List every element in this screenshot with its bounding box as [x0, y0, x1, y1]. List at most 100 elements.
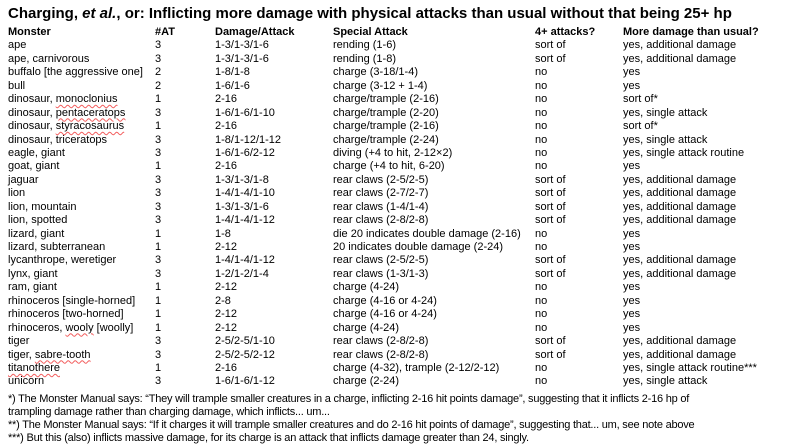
monster-name-cell: jaguar	[8, 174, 155, 187]
four-plus-attacks-cell: sort of	[535, 348, 566, 361]
more-damage-cell: yes, single attack routine	[623, 146, 745, 159]
footnote-line: trampling damage rather than charging da…	[8, 405, 330, 418]
four-plus-attacks-cell: no	[535, 227, 548, 240]
damage-per-attack-cell: 1-4/1-4/1-12	[215, 214, 275, 227]
num-attacks-cell: 3	[155, 375, 162, 388]
more-damage-cell: yes, additional damage	[623, 200, 737, 213]
four-plus-attacks-cell: no	[535, 281, 548, 294]
monster-name-misspelled-text: wooly	[65, 321, 94, 334]
monster-name-cell: rhinoceros [two-horned]	[8, 308, 155, 321]
column-header-four-plus-attacks: 4+ attacks?	[535, 26, 596, 38]
more-damage-cell: yes, additional damage	[623, 348, 737, 361]
monster-name-text: dinosaur,	[8, 106, 56, 119]
table-row: lynx, giant 3 1-2/1-2/1-4 rear claws (1-…	[8, 268, 789, 281]
table-row: bull 2 1-6/1-6 charge (3-12 + 1-4) no ye…	[8, 80, 789, 93]
four-plus-attacks-cell: no	[535, 160, 548, 173]
num-attacks-cell: 1	[155, 227, 162, 240]
damage-per-attack-cell: 2-16	[215, 93, 238, 106]
num-attacks-cell: 3	[155, 133, 162, 146]
table-row: goat, giant 1 2-16 charge (+4 to hit, 6-…	[8, 160, 789, 173]
monster-name-cell: lion, spotted	[8, 214, 155, 227]
monster-name-cell: buffalo [the aggressive one]	[8, 66, 155, 79]
special-attack-cell: charge (3-18/1-4)	[333, 66, 418, 79]
num-attacks-cell: 3	[155, 348, 162, 361]
four-plus-attacks-cell: no	[535, 106, 548, 119]
table-row: dinosaur, monoclonius 1 2-16 charge/tram…	[8, 93, 789, 106]
monster-name-cell: tiger, sabre-tooth	[8, 349, 155, 362]
damage-per-attack-cell: 1-3/1-3/1-6	[215, 39, 269, 52]
damage-per-attack-cell: 1-3/1-3/1-8	[215, 173, 269, 186]
four-plus-attacks-cell: sort of	[535, 200, 566, 213]
monster-name-cell: dinosaur, styracosaurus	[8, 120, 155, 133]
column-header-damage-attack: Damage/Attack	[215, 26, 295, 38]
special-attack-cell: charge/trample (2-24)	[333, 133, 439, 146]
monster-name-cell: unicorn	[8, 375, 155, 388]
damage-per-attack-cell: 1-4/1-4/1-10	[215, 187, 275, 200]
damage-per-attack-cell: 1-6/1-6	[215, 79, 250, 92]
more-damage-cell: yes	[623, 160, 641, 173]
table-row: lizard, subterranean 1 2-12 20 indicates…	[8, 241, 789, 254]
num-attacks-cell: 3	[155, 52, 162, 65]
num-attacks-cell: 1	[155, 93, 162, 106]
special-attack-cell: 20 indicates double damage (2-24)	[333, 241, 504, 253]
more-damage-cell: yes, single attack routine***	[623, 361, 757, 374]
monster-name-text: lizard, giant	[8, 227, 65, 240]
more-damage-cell: yes, additional damage	[623, 173, 737, 186]
table-row: lion, spotted 3 1-4/1-4/1-12 rear claws …	[8, 214, 789, 227]
table-row: unicorn 3 1-6/1-6/1-12 charge (2-24) no …	[8, 375, 789, 388]
num-attacks-cell: 3	[155, 254, 162, 267]
monster-name-cell: dinosaur, pentaceratops	[8, 107, 155, 120]
monster-name-text: ram, giant	[8, 281, 57, 294]
four-plus-attacks-cell: no	[535, 294, 548, 307]
monster-name-misspelled-text: sabre-tooth	[34, 348, 91, 361]
more-damage-cell: yes	[623, 66, 641, 79]
column-header-num-attacks: #AT	[155, 26, 175, 38]
monster-name-misspelled-text: titanothere	[8, 361, 60, 374]
monster-name-text: rhinoceros [two-horned]	[8, 308, 124, 321]
title-italic: et al.	[82, 5, 117, 22]
special-attack-cell: charge (4-16 or 4-24)	[333, 294, 437, 307]
special-attack-cell: charge (4-24)	[333, 281, 400, 294]
more-damage-cell: yes	[623, 79, 641, 92]
monster-name-cell: ape, carnivorous	[8, 53, 155, 66]
monster-name-text: eagle, giant	[8, 146, 65, 159]
special-attack-cell: rending (1-6)	[333, 39, 396, 52]
four-plus-attacks-cell: no	[535, 321, 548, 334]
damage-per-attack-cell: 1-8/1-8	[215, 66, 250, 79]
monster-name-text: lion, spotted	[8, 214, 68, 227]
special-attack-cell: rear claws (2-7/2-7)	[333, 187, 429, 200]
title-post: , or: Inflicting more damage with physic…	[116, 5, 732, 22]
num-attacks-cell: 3	[155, 200, 162, 213]
special-attack-cell: charge (2-24)	[333, 375, 400, 388]
damage-per-attack-cell: 1-8/1-12/1-12	[215, 133, 282, 146]
more-damage-cell: yes	[623, 241, 641, 253]
more-damage-cell: yes, additional damage	[623, 39, 737, 52]
damage-per-attack-cell: 1-4/1-4/1-12	[215, 254, 275, 267]
footnotes: *) The Monster Manual says: “They will t…	[8, 393, 789, 445]
num-attacks-cell: 3	[155, 146, 162, 159]
table-row: tiger, sabre-tooth 3 2-5/2-5/2-12 rear c…	[8, 349, 789, 362]
special-attack-cell: die 20 indicates double damage (2-16)	[333, 227, 521, 240]
monster-name-cell: rhinoceros [single-horned]	[8, 295, 155, 308]
four-plus-attacks-cell: sort of	[535, 52, 566, 65]
four-plus-attacks-cell: no	[535, 361, 548, 374]
special-attack-cell: rear claws (2-8/2-8)	[333, 348, 429, 361]
table-header-row: Monster #AT Damage/Attack Special Attack…	[8, 26, 789, 39]
num-attacks-cell: 2	[155, 79, 162, 92]
monster-name-cell: ram, giant	[8, 281, 155, 294]
num-attacks-cell: 1	[155, 321, 162, 334]
four-plus-attacks-cell: no	[535, 120, 548, 133]
monster-name-cell: titanothere	[8, 362, 155, 375]
table-row: rhinoceros, wooly [woolly] 1 2-12 charge…	[8, 322, 789, 335]
four-plus-attacks-cell: sort of	[535, 39, 566, 52]
more-damage-cell: yes, single attack	[623, 106, 708, 119]
monster-name-cell: ape	[8, 39, 155, 52]
num-attacks-cell: 3	[155, 39, 162, 52]
monster-name-text: tiger,	[8, 348, 35, 361]
table-row: tiger 3 2-5/2-5/1-10 rear claws (2-8/2-8…	[8, 335, 789, 348]
special-attack-cell: rear claws (2-5/2-5)	[333, 254, 429, 267]
damage-per-attack-cell: 1-3/1-3/1-6	[215, 200, 269, 213]
monster-name-misspelled-text: monoclonius	[55, 93, 118, 106]
more-damage-cell: yes	[623, 294, 641, 307]
damage-per-attack-cell: 1-2/1-2/1-4	[215, 267, 269, 280]
